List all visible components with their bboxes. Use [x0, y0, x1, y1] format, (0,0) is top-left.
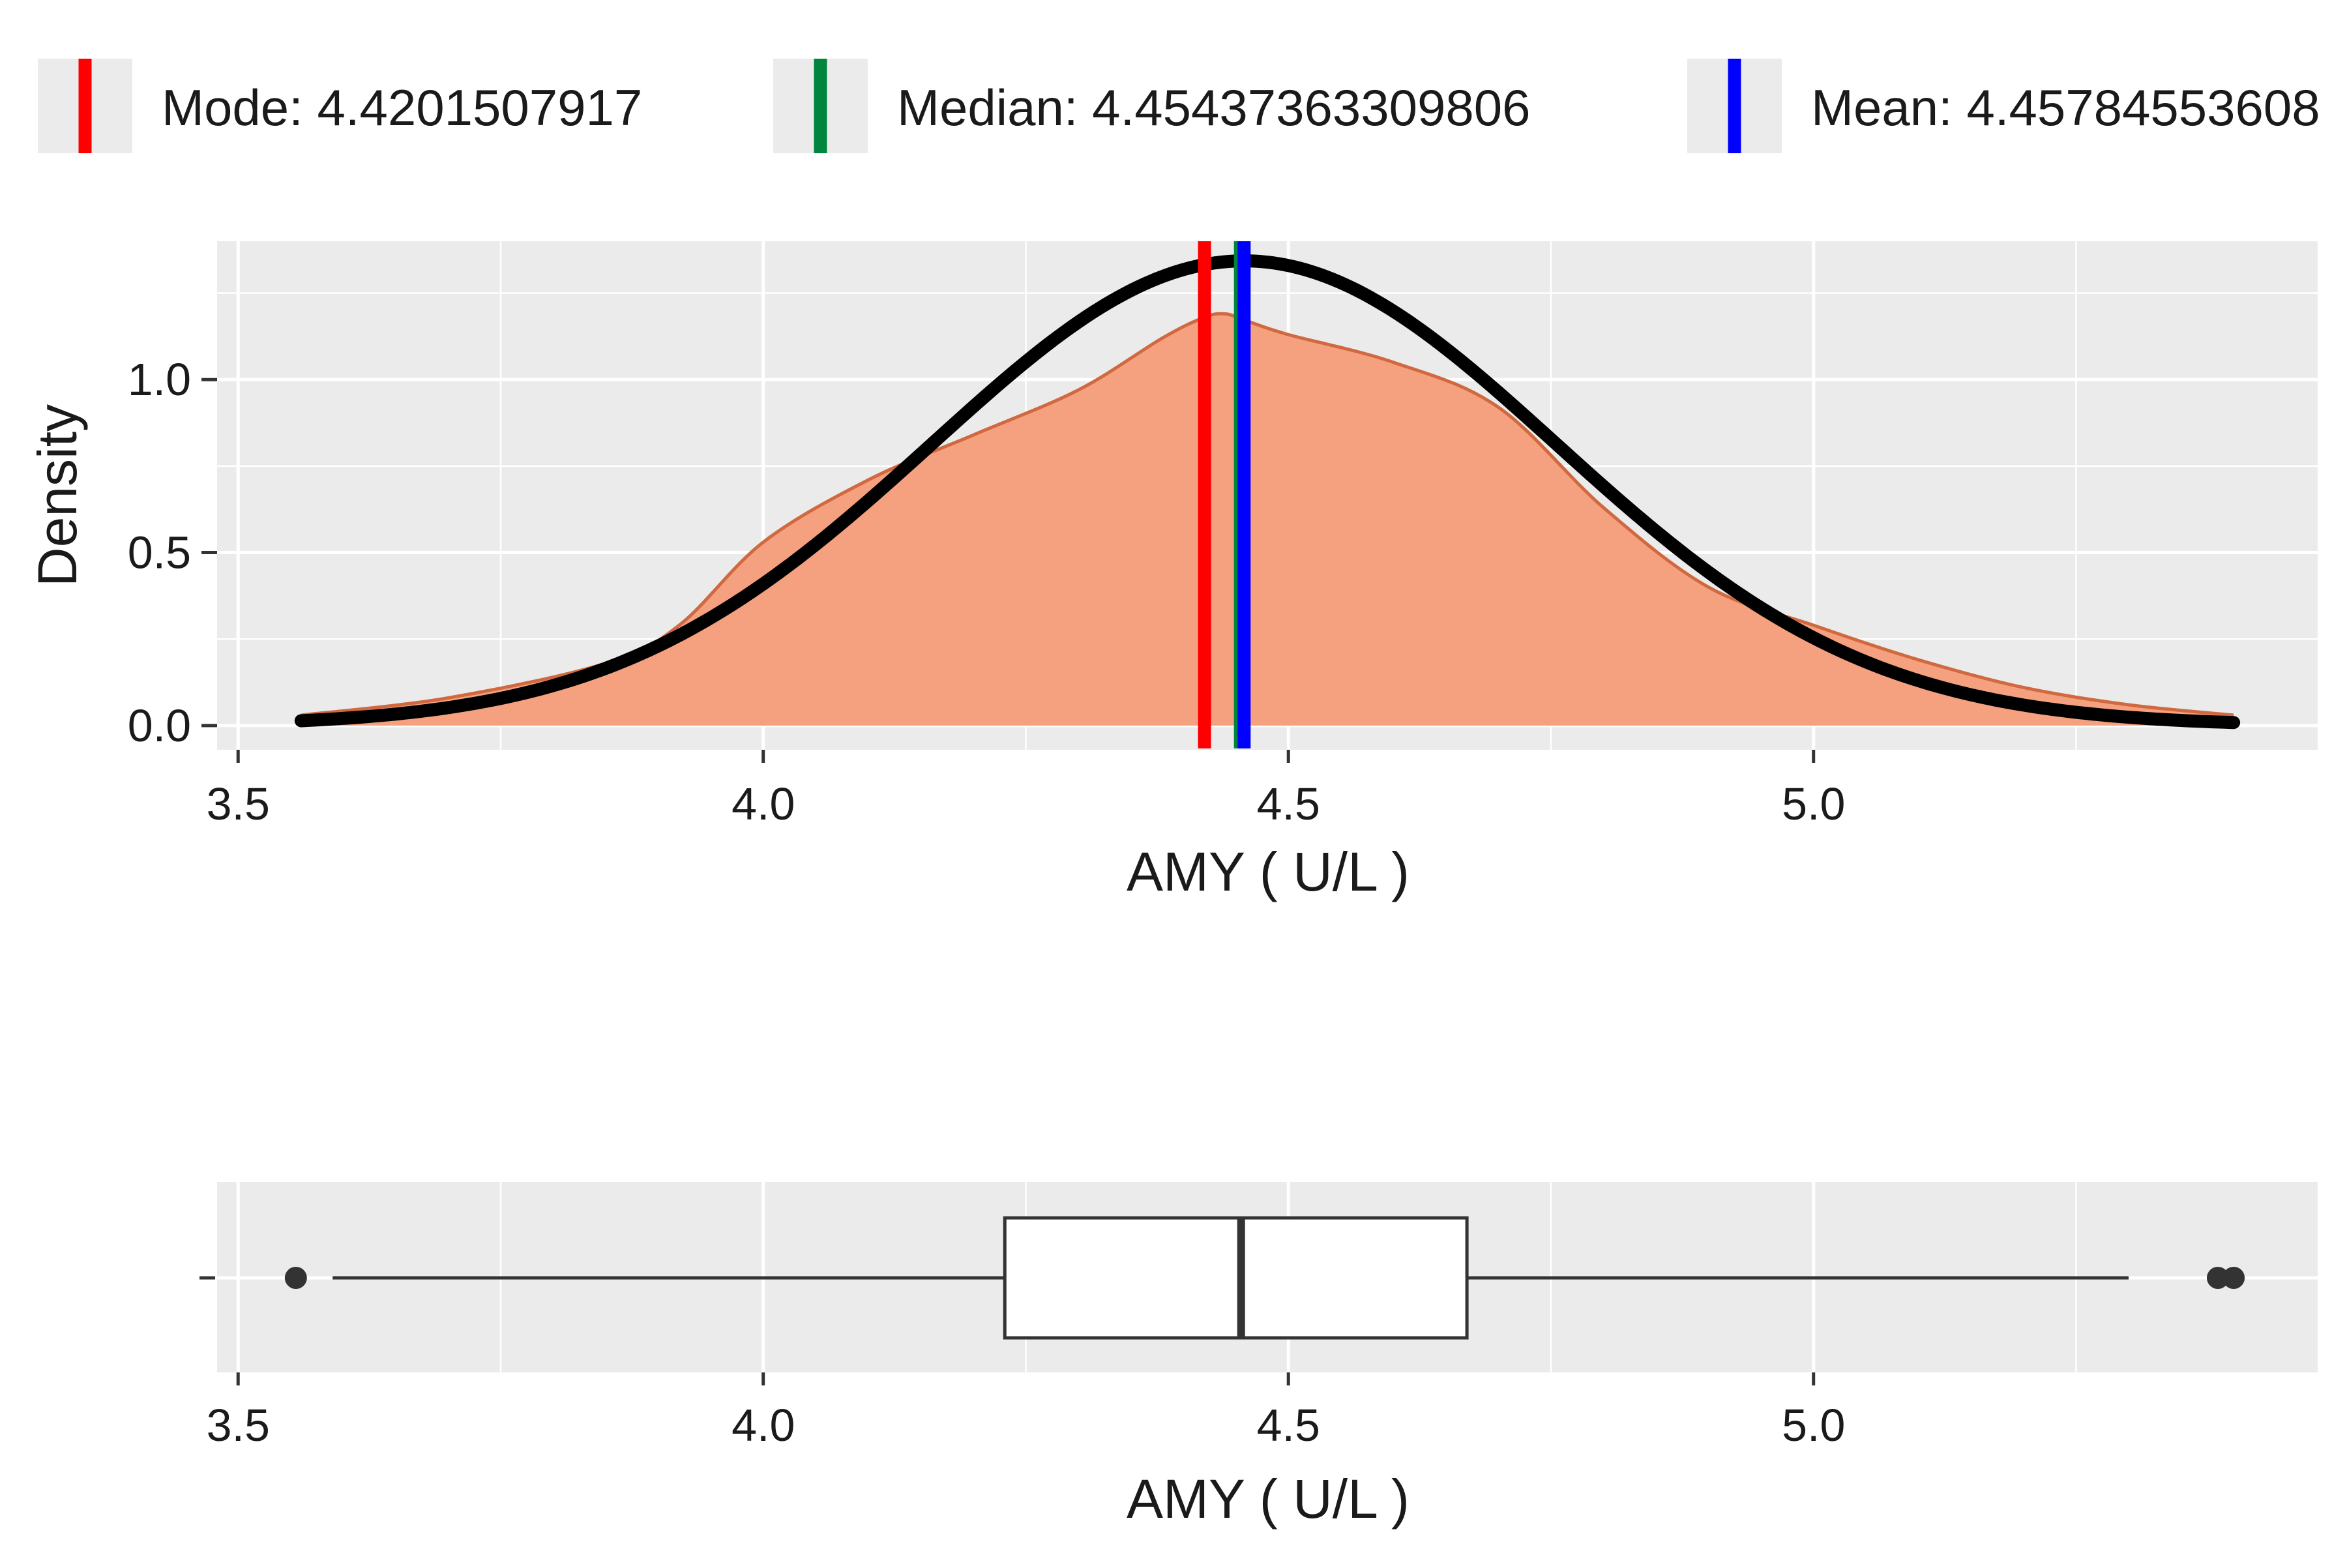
density-y-axis-title: Density — [27, 404, 88, 587]
x-tick-label: 4.5 — [1257, 1400, 1320, 1451]
density-y-axis: 0.0 0.5 1.0 — [128, 354, 217, 751]
boxplot-outliers — [284, 1267, 2245, 1289]
legend-label-mode: Mode: 4.4201507917 — [162, 79, 642, 136]
x-tick-label: 4.5 — [1257, 778, 1320, 829]
x-tick-label: 3.5 — [207, 1400, 270, 1451]
legend-item-median: Median: 4.45437363309806 — [773, 59, 1531, 153]
density-x-axis-title: AMY ( U/L ) — [1127, 841, 1410, 902]
legend-item-mean: Mean: 4.45784553608 — [1687, 59, 2320, 153]
legend-label-mean: Mean: 4.45784553608 — [1811, 79, 2320, 136]
y-tick-label: 1.0 — [128, 354, 191, 405]
boxplot-panel: 3.5 4.0 4.5 5.0 AMY ( U/L ) — [199, 1182, 2318, 1530]
stat-lines — [1198, 241, 1251, 748]
x-tick-label: 5.0 — [1782, 778, 1845, 829]
legend-item-mode: Mode: 4.4201507917 — [38, 59, 642, 153]
legend: Mode: 4.4201507917 Median: 4.45437363309… — [38, 59, 2320, 153]
x-tick-label: 4.0 — [731, 1400, 795, 1451]
boxplot-outlier-point — [2222, 1267, 2245, 1289]
boxplot-outlier-point — [2206, 1267, 2229, 1289]
y-tick-label: 0.0 — [128, 700, 191, 751]
x-tick-label: 3.5 — [207, 778, 270, 829]
density-x-axis: 3.5 4.0 4.5 5.0 — [207, 750, 1845, 829]
boxplot-outlier-point — [284, 1267, 307, 1289]
boxplot-x-axis: 3.5 4.0 4.5 5.0 — [207, 1372, 1845, 1451]
density-panel: 3.5 4.0 4.5 5.0 0.0 0.5 1.0 AMY ( U/L ) Densi… — [27, 241, 2318, 902]
kde-density-area — [301, 314, 2234, 726]
normal-curve-line — [294, 254, 2241, 730]
boxplot-x-axis-title: AMY ( U/L ) — [1127, 1468, 1410, 1530]
boxplot-box — [1003, 1216, 1469, 1340]
legend-label-median: Median: 4.45437363309806 — [897, 79, 1531, 136]
y-tick-label: 0.5 — [128, 527, 191, 578]
x-tick-label: 4.0 — [731, 778, 795, 829]
x-tick-label: 5.0 — [1782, 1400, 1845, 1451]
